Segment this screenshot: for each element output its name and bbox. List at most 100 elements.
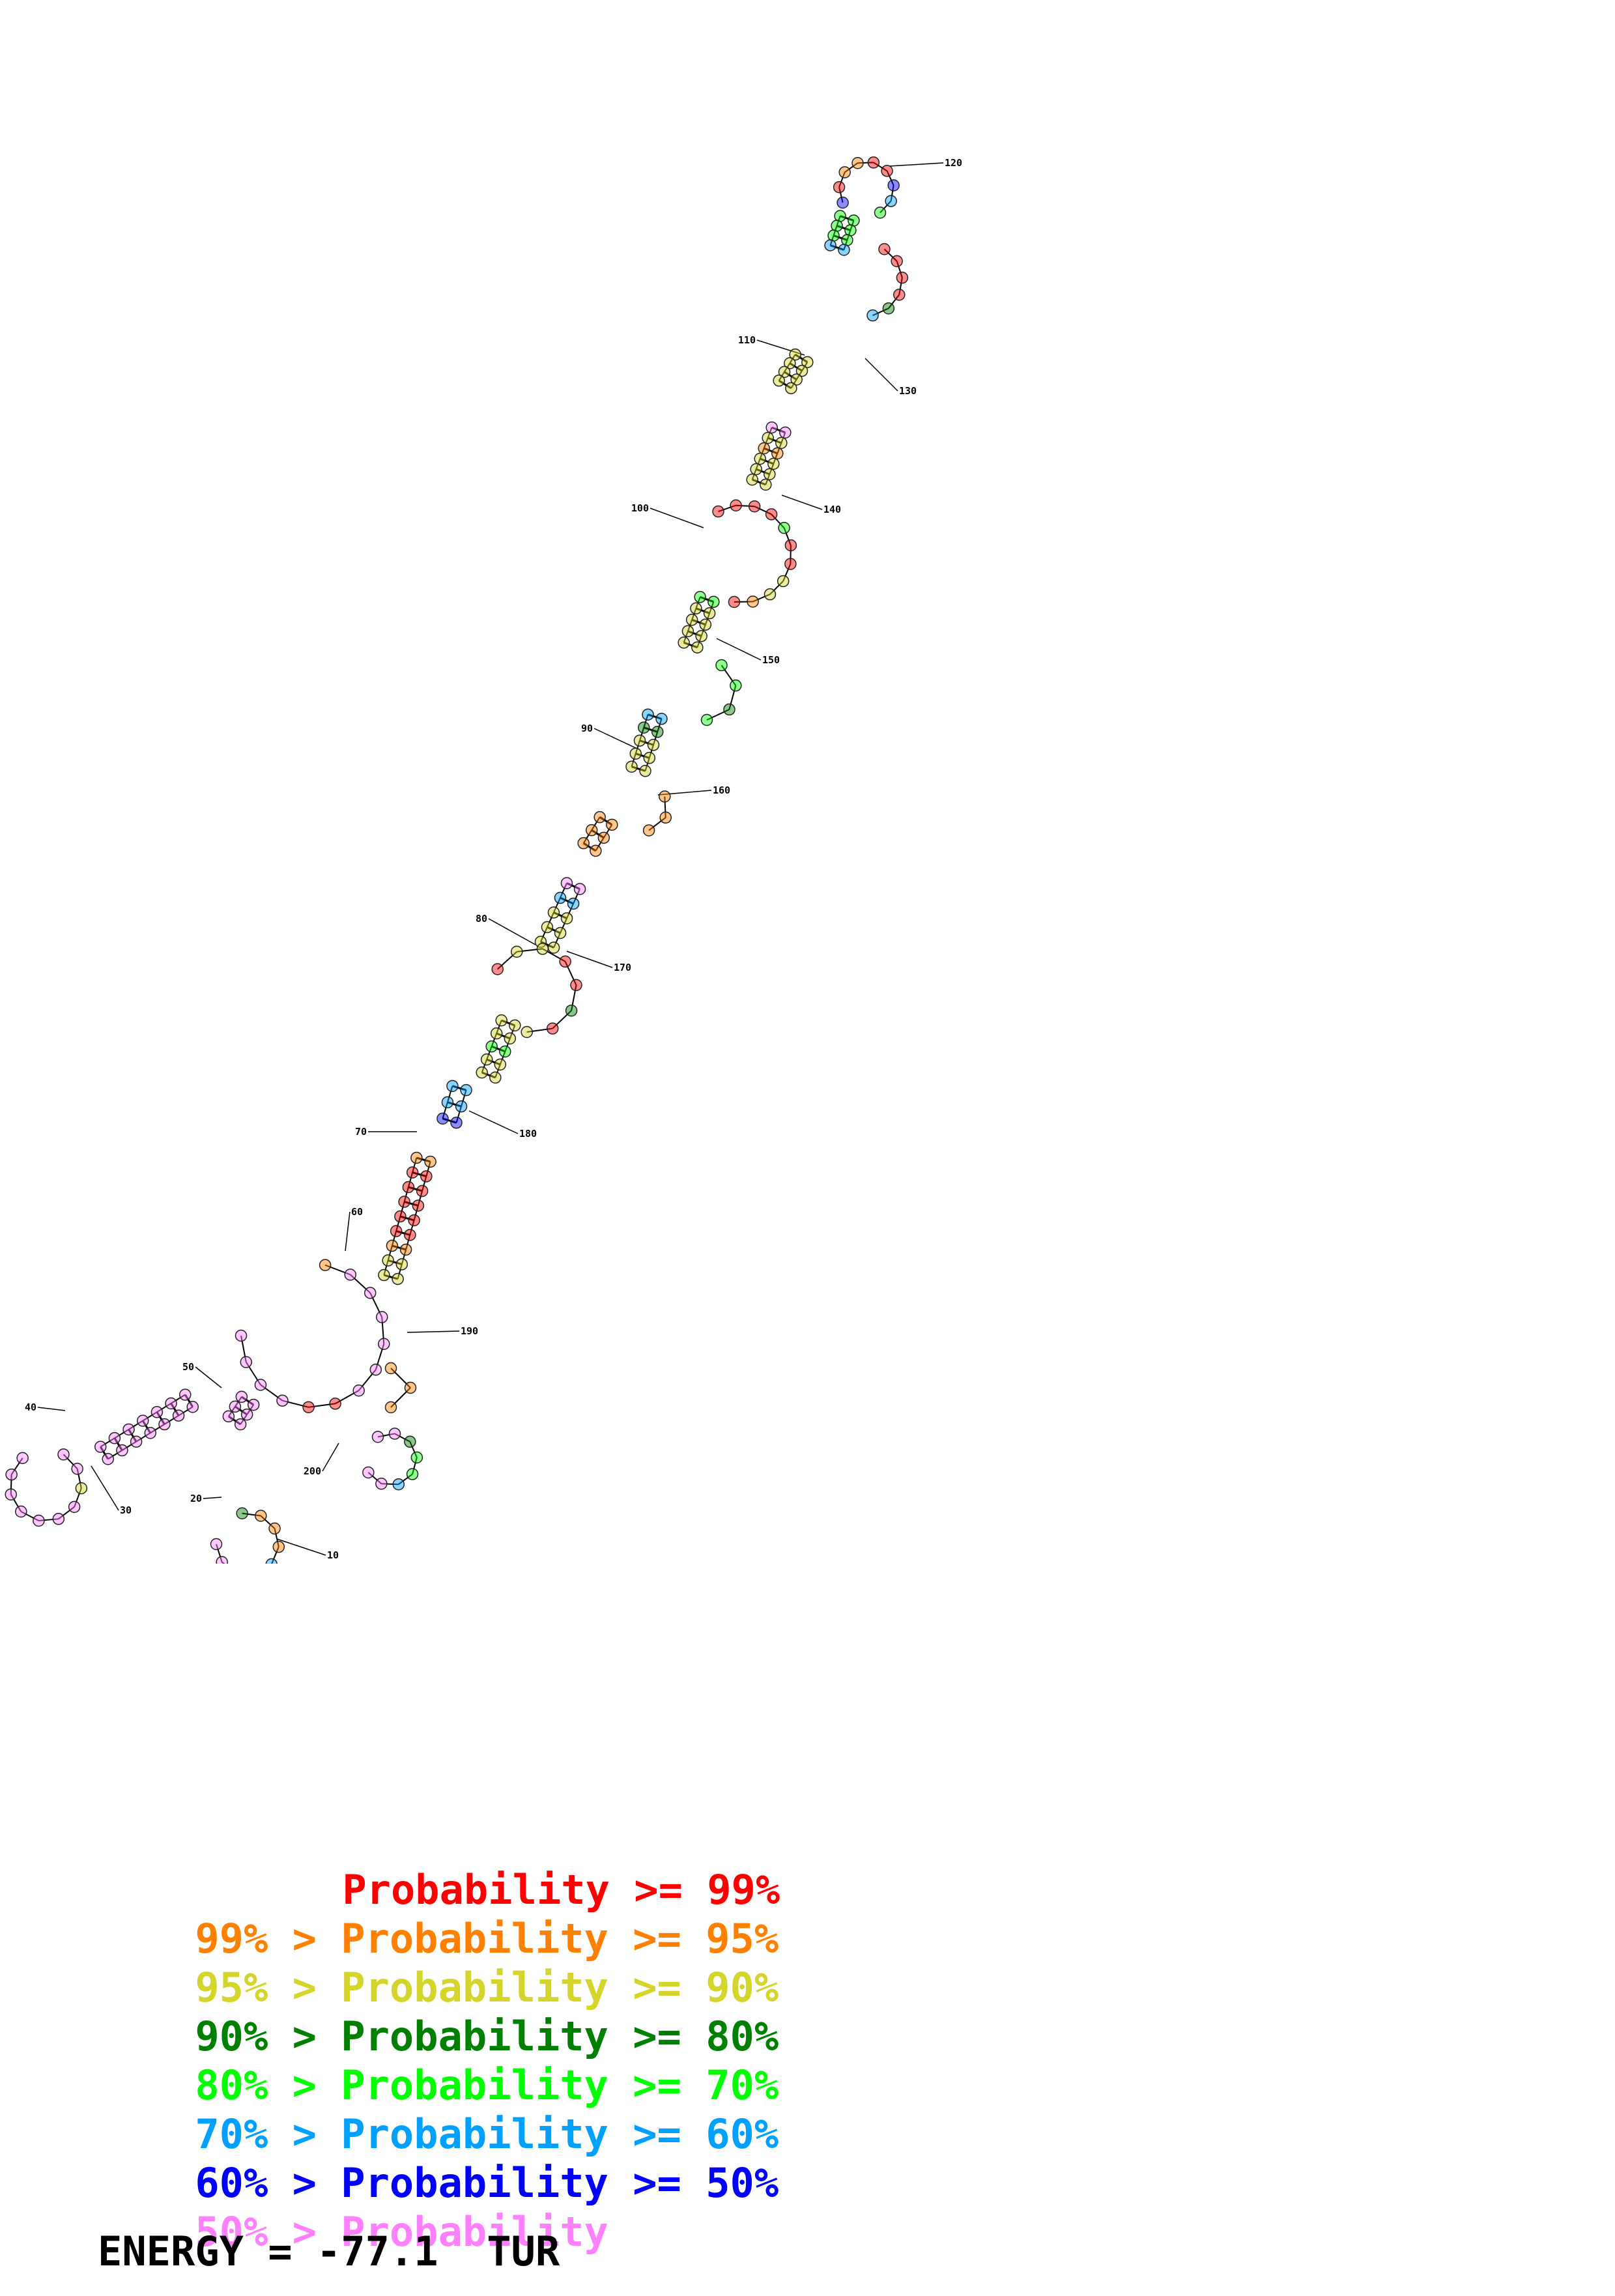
nucleotide-base	[242, 1409, 253, 1420]
nucleotide-base	[117, 1445, 128, 1456]
nucleotide-base	[137, 1415, 149, 1426]
position-label: 40	[25, 1401, 36, 1413]
position-label: 140	[823, 504, 841, 515]
nucleotide-base	[102, 1454, 113, 1465]
nucleotide-base	[724, 704, 735, 715]
nucleotide-base	[896, 272, 908, 283]
nucleotide-base	[571, 979, 582, 990]
nucleotide-base	[145, 1428, 156, 1439]
nucleotide-base	[779, 523, 790, 534]
position-label: 180	[519, 1128, 537, 1140]
nucleotide-base	[659, 791, 670, 802]
nucleotide-base	[780, 427, 791, 438]
nucleotide-base	[687, 614, 698, 625]
nucleotide-base	[69, 1501, 80, 1512]
nucleotide-base	[708, 596, 719, 607]
nucleotide-base	[236, 1508, 248, 1519]
nucleotide-base	[500, 1046, 511, 1057]
nucleotide-base	[885, 195, 896, 207]
nucleotide-base	[747, 474, 758, 485]
nucleotide-base	[386, 1402, 397, 1413]
nucleotide-base	[33, 1515, 44, 1526]
nucleotide-base	[389, 1428, 400, 1439]
nucleotide-base	[17, 1452, 28, 1463]
nucleotide-base	[772, 448, 783, 459]
nucleotide-base	[883, 303, 894, 314]
bond-line	[782, 495, 822, 509]
nucleotide-base	[411, 1452, 422, 1463]
nucleotide-base	[586, 825, 597, 836]
nucleotide-base	[403, 1182, 414, 1193]
nucleotide-base	[598, 832, 609, 843]
nucleotide-base	[785, 558, 796, 569]
nucleotide-base	[187, 1401, 198, 1413]
bond-line	[650, 508, 704, 528]
nucleotide-base	[180, 1389, 191, 1400]
nucleotide-base	[541, 922, 552, 933]
nucleotide-base	[875, 207, 886, 218]
nucleotide-base	[399, 1196, 410, 1207]
nucleotide-base	[365, 1287, 376, 1299]
nucleotide-base	[825, 240, 836, 251]
nucleotide-base	[692, 642, 703, 653]
bond-line	[91, 1466, 119, 1510]
position-label: 170	[614, 962, 631, 973]
position-label: 50	[182, 1361, 194, 1373]
position-label: 20	[190, 1493, 202, 1504]
bond-line	[594, 728, 638, 749]
nucleotide-base	[644, 753, 655, 764]
nucleotide-base	[760, 479, 771, 490]
nucleotide-base	[405, 1383, 416, 1394]
position-label: 10	[327, 1549, 339, 1561]
nucleotide-base	[109, 1433, 120, 1444]
nucleotide-base	[749, 501, 760, 512]
nucleotide-base	[626, 761, 637, 772]
bond-line	[195, 1367, 222, 1388]
nucleotide-base	[173, 1410, 184, 1421]
nucleotide-base	[716, 660, 727, 671]
nucleotide-base	[764, 589, 775, 600]
nucleotide-base	[379, 1270, 390, 1281]
nucleotide-base	[696, 631, 707, 642]
nucleotide-base	[852, 158, 863, 169]
nucleotide-base	[5, 1489, 16, 1500]
nucleotide-base	[451, 1117, 462, 1128]
nucleotide-base	[353, 1385, 364, 1396]
nucleotide-base	[504, 1033, 515, 1044]
nucleotide-base	[240, 1356, 251, 1368]
nucleotide-base	[248, 1399, 259, 1411]
nucleotide-base	[266, 1558, 277, 1564]
nucleotide-base	[766, 509, 777, 520]
nucleotide-base	[786, 382, 797, 394]
bond-line	[567, 951, 612, 968]
nucleotide-base	[640, 766, 651, 777]
nucleotide-base	[165, 1398, 177, 1409]
nucleotide-base	[879, 244, 890, 255]
nucleotide-base	[72, 1463, 83, 1474]
nucleotide-base	[437, 1113, 448, 1124]
nucleotide-base	[421, 1171, 432, 1182]
nucleotide-base	[594, 812, 605, 823]
nucleotide-base	[891, 255, 902, 266]
nucleotide-base	[694, 592, 706, 603]
nucleotide-bases	[5, 157, 908, 1564]
nucleotide-base	[490, 1072, 501, 1083]
nucleotide-base	[303, 1401, 314, 1413]
nucleotide-base	[652, 726, 663, 738]
nucleotide-base	[509, 1020, 521, 1031]
nucleotide-base	[730, 500, 741, 511]
nucleotide-base	[235, 1419, 246, 1430]
position-label: 110	[738, 334, 756, 346]
nucleotide-base	[363, 1467, 374, 1478]
nucleotide-base	[456, 1101, 467, 1112]
nucleotide-base	[379, 1338, 390, 1349]
nucleotide-base	[255, 1379, 266, 1390]
nucleotide-base	[442, 1097, 453, 1108]
nucleotide-base	[123, 1424, 134, 1435]
nucleotide-base	[555, 927, 566, 938]
nucleotide-base	[590, 845, 601, 856]
nucleotide-base	[412, 1200, 423, 1211]
nucleotide-base	[492, 964, 503, 975]
position-label: 80	[476, 913, 487, 925]
nucleotide-base	[702, 715, 713, 726]
